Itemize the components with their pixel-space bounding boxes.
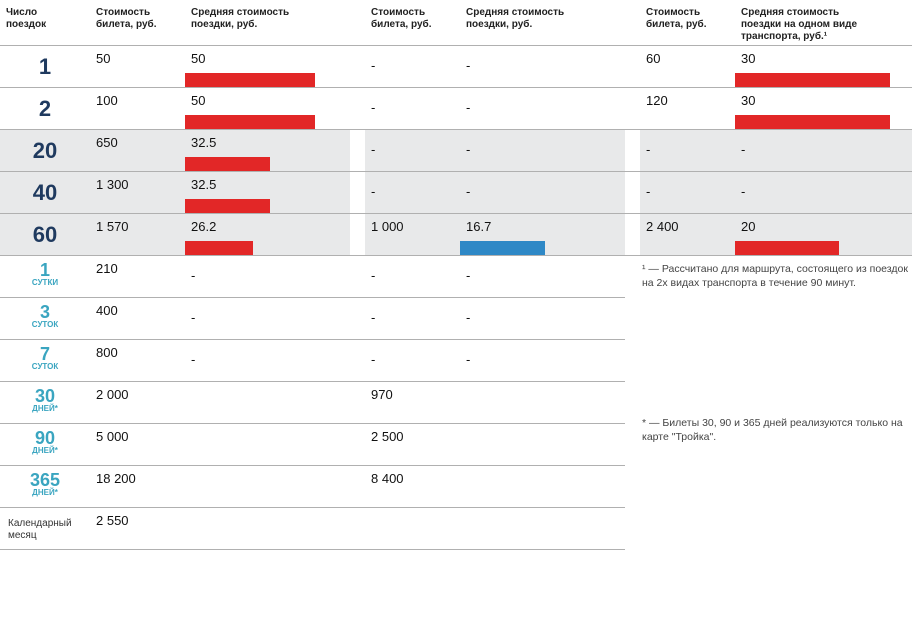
trip-count-label: 20 [0, 130, 90, 172]
trip-count-label: 2 [0, 88, 90, 130]
ticket-price [365, 508, 460, 514]
trip-count-label: 90ДНЕЙ* [0, 424, 90, 455]
avg-cost-bar [185, 73, 315, 87]
ticket-price: 1 300 [90, 172, 185, 191]
ticket-price: 2 000 [90, 382, 185, 401]
avg-cost-bar [735, 73, 890, 87]
ticket-price: - [640, 130, 735, 157]
trip-count-label: 60 [0, 214, 90, 256]
avg-cost-bar [735, 241, 839, 255]
ticket-price: 50 [90, 46, 185, 65]
trip-count-label: 40 [0, 172, 90, 214]
ticket-price: 8 400 [365, 466, 460, 485]
trip-count-label: 30ДНЕЙ* [0, 382, 90, 413]
ticket-price: - [365, 340, 460, 367]
ticket-price: 970 [365, 382, 460, 401]
trip-count-label: Календарныймесяц [0, 508, 90, 542]
ticket-price: - [365, 172, 460, 199]
ticket-price: 120 [640, 88, 735, 107]
ticket-price: - [640, 172, 735, 199]
avg-cost-bar [185, 157, 270, 171]
ticket-price: 100 [90, 88, 185, 107]
trip-count-label: 365ДНЕЙ* [0, 466, 90, 497]
ticket-price: - [365, 298, 460, 325]
footnote-2: * — Билеты 30, 90 и 365 дней реализуются… [640, 410, 912, 444]
ticket-price: - [365, 88, 460, 115]
avg-cost-bar [185, 241, 253, 255]
footnote-1: ¹ — Рассчитано для маршрута, состоящего … [640, 256, 912, 382]
ticket-price: 2 500 [365, 424, 460, 443]
trip-count-label: 7СУТОК [0, 340, 90, 371]
ticket-price: - [365, 130, 460, 157]
ticket-price: 18 200 [90, 466, 185, 485]
trip-count-label: 3СУТОК [0, 298, 90, 329]
trip-count-label: 1СУТКИ [0, 256, 90, 287]
ticket-price: 400 [90, 298, 185, 317]
ticket-price: 1 000 [365, 214, 460, 233]
ticket-price: 210 [90, 256, 185, 275]
ticket-price: 650 [90, 130, 185, 149]
trip-count-label: 1 [0, 46, 90, 88]
ticket-price: 5 000 [90, 424, 185, 443]
ticket-price: - [365, 46, 460, 73]
ticket-price: 2 400 [640, 214, 735, 233]
ticket-price: - [365, 256, 460, 283]
ticket-price: 60 [640, 46, 735, 65]
avg-cost-bar [735, 115, 890, 129]
ticket-price: 1 570 [90, 214, 185, 233]
avg-cost-bar [460, 241, 545, 255]
avg-cost-bar [185, 199, 270, 213]
ticket-price: 2 550 [90, 508, 185, 527]
ticket-price: 800 [90, 340, 185, 359]
avg-cost-bar [185, 115, 315, 129]
